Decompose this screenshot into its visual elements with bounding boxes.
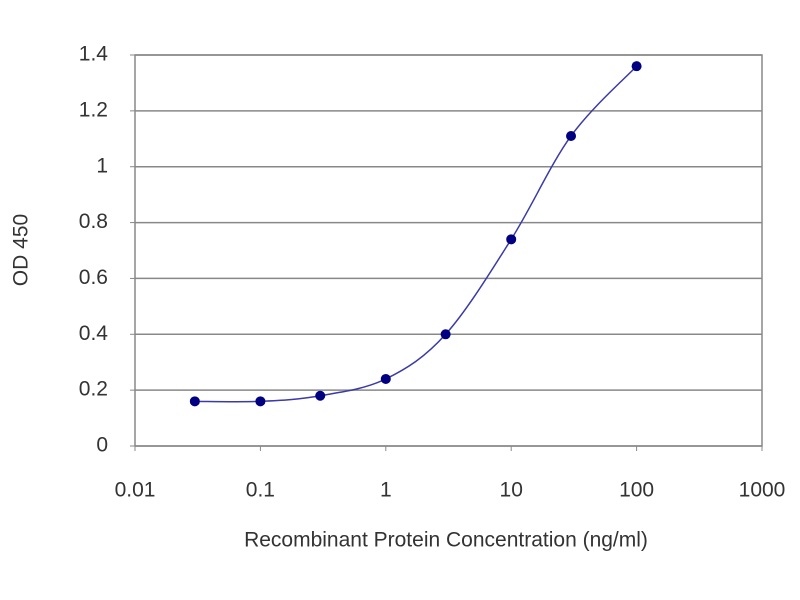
x-axis-label: Recombinant Protein Concentration (ng/ml… <box>244 529 648 552</box>
x-tick-label: 100 <box>619 479 654 502</box>
plot-area <box>134 54 763 447</box>
data-point <box>506 234 517 245</box>
data-point <box>189 396 200 407</box>
y-tick-label: 0.6 <box>79 266 108 289</box>
x-tick-label: 0.01 <box>115 479 156 502</box>
data-point <box>440 329 451 340</box>
fit-curve <box>194 65 638 403</box>
y-tick-label: 0.2 <box>79 378 108 401</box>
y-tick-label: 0 <box>96 434 108 457</box>
data-point <box>315 390 326 401</box>
y-tick-label: 1.4 <box>79 43 109 66</box>
y-axis-label: OD 450 <box>10 214 33 286</box>
data-point <box>631 61 642 72</box>
y-tick-label: 1.2 <box>79 98 108 121</box>
data-point <box>566 130 577 141</box>
data-point <box>380 373 391 384</box>
y-tick-label: 0.8 <box>79 210 108 233</box>
x-tick-label: 0.1 <box>246 479 275 502</box>
x-tick-label: 1 <box>380 479 392 502</box>
y-tick-label: 0.4 <box>79 322 109 345</box>
data-point <box>255 396 266 407</box>
y-tick-label: 1 <box>96 154 108 177</box>
x-tick-label: 1000 <box>739 479 786 502</box>
x-tick-label: 10 <box>500 479 523 502</box>
